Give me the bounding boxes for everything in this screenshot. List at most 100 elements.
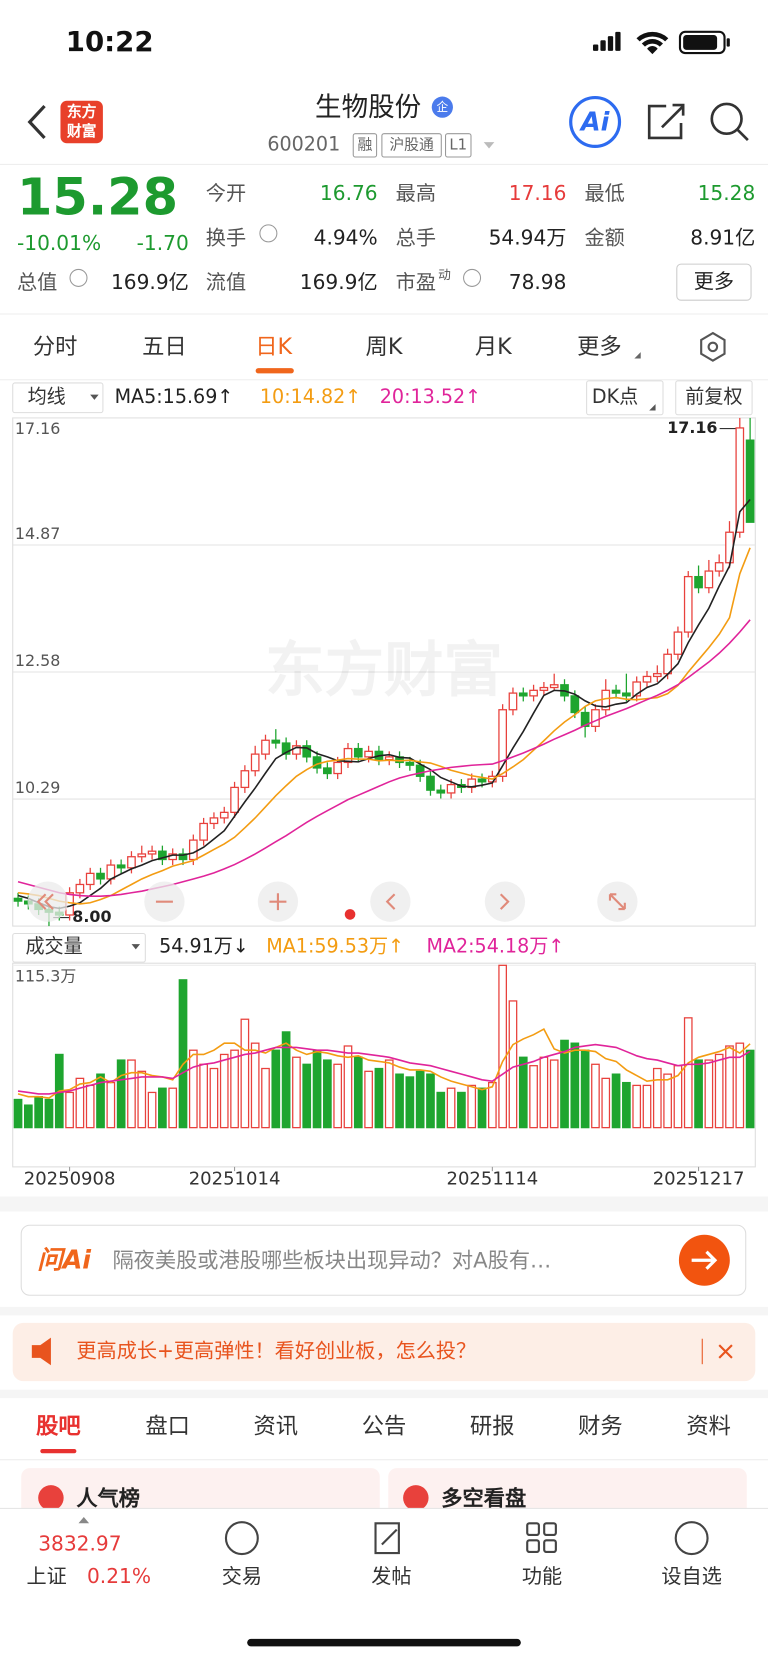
section-tab[interactable]: 资料: [686, 1413, 731, 1439]
volume-bar: [498, 964, 507, 1129]
tag-boxes: [352, 133, 472, 158]
candle-body: [302, 745, 312, 758]
tab[interactable]: 分时: [32, 333, 78, 360]
index-change: 0.21%: [86, 1565, 152, 1589]
volume-bar: [508, 1000, 518, 1129]
search-icon[interactable]: [710, 102, 749, 141]
card-title[interactable]: 人气榜: [76, 1485, 141, 1511]
volume-bar: [343, 1045, 353, 1129]
nav-item[interactable]: 设自选: [661, 1565, 722, 1589]
close-icon[interactable]: [718, 1344, 733, 1359]
ma-line: [17, 1043, 751, 1095]
candle-body: [127, 856, 136, 869]
volume-bar: [384, 1059, 394, 1129]
tab[interactable]: 更多: [577, 333, 622, 360]
section-tab[interactable]: 股吧: [36, 1413, 81, 1439]
candle-body: [580, 711, 590, 728]
candle-body: [178, 853, 188, 861]
candle-body: [261, 739, 270, 755]
tab[interactable]: 月K: [474, 333, 512, 360]
price: 15.28: [16, 167, 179, 228]
index-value[interactable]: 3832.97: [38, 1532, 122, 1556]
ask-input[interactable]: 隔夜美股或港股哪些板块出现异动？对A股有…: [112, 1247, 552, 1273]
expand-icon[interactable]: [78, 1516, 90, 1524]
volume-bar: [622, 1081, 631, 1129]
candle-body: [209, 817, 219, 825]
dk-button[interactable]: DK点: [591, 386, 639, 409]
annotation-label: 17.16: [667, 418, 717, 437]
volume-bar: [487, 1081, 497, 1129]
y-tick-label: 14.87: [15, 524, 61, 543]
volume-bar: [250, 1042, 260, 1129]
legend-entry: 20:13.52↑: [379, 386, 482, 409]
volume-bar: [240, 1018, 250, 1129]
adjust-button[interactable]: 前复权: [685, 386, 743, 409]
volume-bar: [652, 1067, 662, 1129]
more-button[interactable]: [676, 263, 752, 301]
tab[interactable]: 日K: [255, 333, 293, 360]
volume-bar: [34, 1096, 44, 1129]
volume-bar: [23, 1104, 33, 1129]
candle-body: [116, 864, 126, 869]
volume-bar: [446, 1087, 456, 1129]
stat-label: 今开: [205, 181, 247, 206]
ask-logo: 问Ai: [37, 1245, 92, 1276]
nav-item[interactable]: 发帖: [371, 1565, 412, 1589]
candle-body: [323, 767, 332, 775]
candle-body: [714, 562, 724, 572]
section-tab[interactable]: 研报: [469, 1413, 515, 1439]
page-dot: [344, 909, 356, 920]
section-tab[interactable]: 财务: [578, 1413, 623, 1439]
indicator-select[interactable]: 均线: [27, 386, 66, 409]
share-icon[interactable]: [647, 103, 685, 140]
candle-body: [147, 850, 157, 855]
badge-bg: [431, 96, 453, 118]
nav-item[interactable]: 功能: [521, 1565, 563, 1589]
control-boxes[interactable]: [12, 380, 753, 963]
dk-triangle: [649, 404, 656, 411]
stock-name: 生物股份: [315, 91, 422, 123]
annotation-label: 8.00: [72, 907, 111, 926]
volume-bar: [426, 1073, 435, 1129]
legend-entry: MA1:59.53万↑: [266, 935, 405, 958]
section-tab[interactable]: 资讯: [253, 1413, 299, 1439]
volume-bar: [292, 1056, 301, 1129]
settings-icon[interactable]: [700, 331, 726, 362]
volume-bar: [529, 1065, 538, 1129]
volume-bar: [353, 1056, 363, 1129]
tab[interactable]: 周K: [365, 333, 403, 360]
dropdown-icon[interactable]: [483, 142, 495, 149]
volume-bar: [127, 1059, 136, 1129]
stat-sup: 动: [438, 267, 451, 283]
back-icon[interactable]: [27, 104, 46, 139]
volume-bar: [333, 1063, 343, 1129]
x-tick-label: 20251114: [446, 1169, 538, 1190]
banner-bg[interactable]: [12, 1322, 756, 1382]
volume-bar: [601, 1077, 611, 1129]
section-tab[interactable]: 公告: [361, 1413, 407, 1439]
stat-label: 市盈: [395, 271, 437, 295]
banner-text[interactable]: 更高成长+更高弹性！看好创业板，怎么投？: [76, 1339, 477, 1363]
nav-icons[interactable]: [224, 1521, 709, 1556]
section-tab[interactable]: 盘口: [145, 1413, 190, 1439]
candle-body: [518, 692, 528, 697]
candle-body: [725, 531, 734, 564]
ai-button[interactable]: [569, 96, 622, 148]
ask-box[interactable]: [20, 1224, 747, 1296]
volume-bar: [261, 1067, 270, 1129]
candle-body: [508, 692, 518, 711]
candle-body: [333, 761, 343, 775]
card-title[interactable]: 多空看盘: [441, 1485, 527, 1511]
stat-label: 换手: [205, 226, 247, 250]
volume-bar: [683, 1017, 693, 1129]
stat-value: 78.98: [508, 271, 567, 295]
volume-bar: [219, 1053, 229, 1129]
volume-select[interactable]: 成交量: [25, 935, 83, 958]
ai-label[interactable]: Ai: [580, 107, 610, 137]
nav-item[interactable]: 交易: [221, 1565, 263, 1589]
tab[interactable]: 五日: [142, 333, 187, 360]
candle-body: [364, 750, 373, 758]
more-label[interactable]: 更多: [693, 269, 735, 294]
volume-bar: [44, 1098, 54, 1129]
